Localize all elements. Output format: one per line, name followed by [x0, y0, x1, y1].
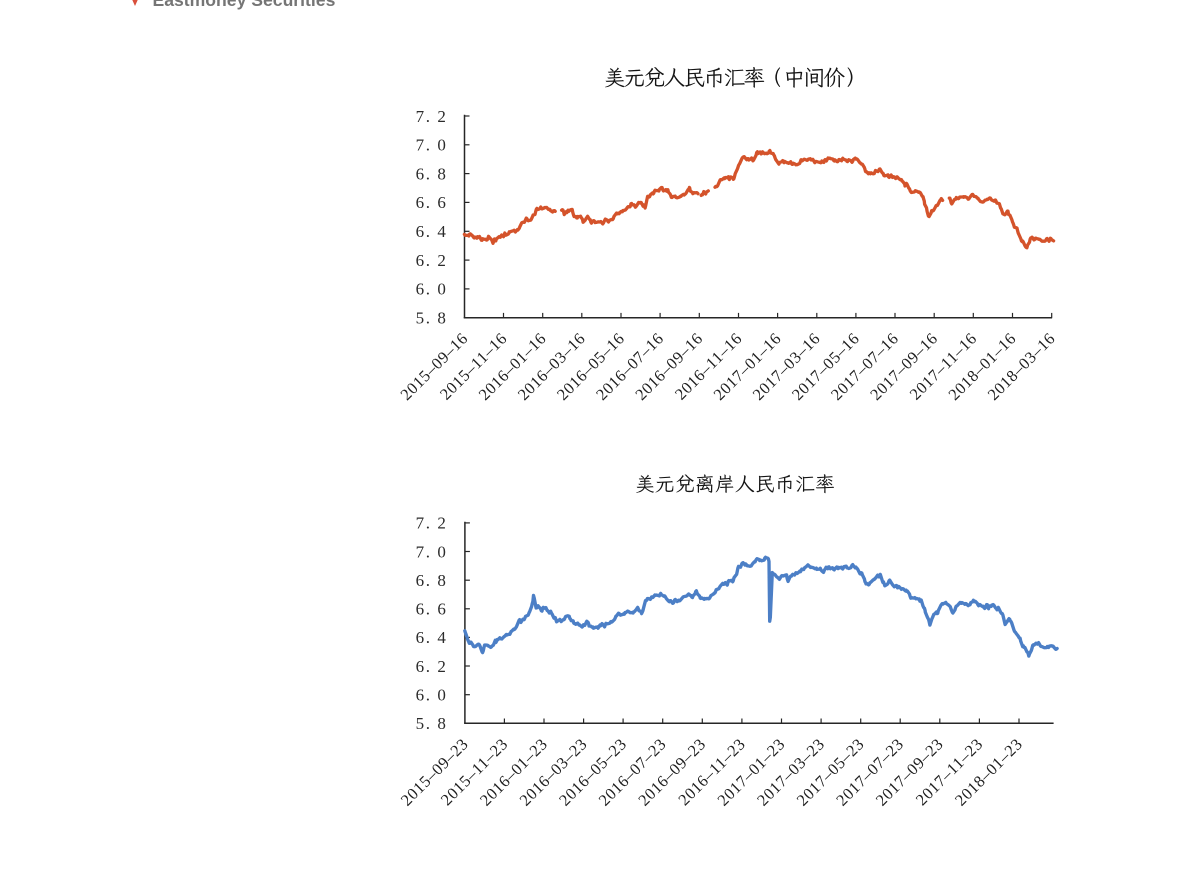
svg-text:7. 0: 7. 0 [416, 136, 448, 155]
svg-text:6. 0: 6. 0 [416, 686, 448, 705]
svg-text:6. 0: 6. 0 [416, 280, 448, 299]
svg-text:6. 2: 6. 2 [416, 657, 448, 676]
svg-text:7. 2: 7. 2 [416, 107, 448, 126]
svg-text:6. 6: 6. 6 [416, 600, 448, 619]
svg-text:6. 8: 6. 8 [416, 164, 448, 183]
svg-text:5. 8: 5. 8 [416, 714, 448, 733]
svg-text:6. 2: 6. 2 [416, 251, 448, 270]
svg-text:6. 4: 6. 4 [416, 628, 448, 647]
svg-text:6. 6: 6. 6 [416, 193, 448, 212]
svg-text:5. 8: 5. 8 [416, 309, 448, 328]
svg-text:6. 4: 6. 4 [416, 222, 448, 241]
svg-text:7. 2: 7. 2 [416, 514, 448, 533]
svg-text:6. 8: 6. 8 [416, 571, 448, 590]
svg-text:Eastmoney Securities: Eastmoney Securities [153, 0, 336, 10]
svg-text:7. 0: 7. 0 [416, 542, 448, 561]
